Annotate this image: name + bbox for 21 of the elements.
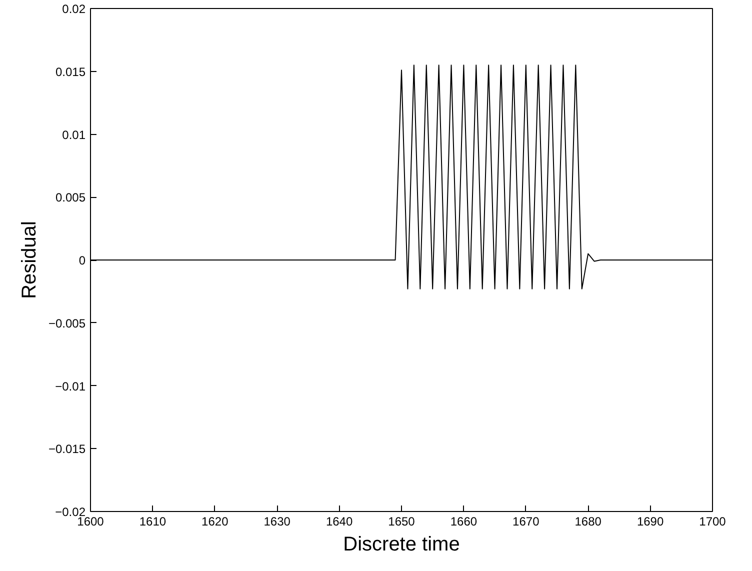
x-tick-label: 1660	[450, 514, 478, 528]
x-tick-label: 1650	[388, 514, 416, 528]
x-tick-label: 1620	[202, 514, 229, 528]
y-tick-label: 0.01	[62, 128, 86, 142]
x-tick-label: 1700	[699, 514, 726, 528]
y-tick-label: 0.005	[55, 190, 86, 205]
x-axis-title: Discrete time	[343, 534, 460, 556]
x-tick-label: 1670	[512, 514, 540, 528]
x-tick-label: 1630	[264, 514, 291, 528]
y-tick-label: 0.02	[62, 2, 86, 16]
y-tick-label: −0.005	[48, 316, 86, 330]
y-tick-label: −0.015	[48, 442, 86, 456]
x-tick-label: 1690	[636, 514, 664, 528]
y-tick-label: −0.01	[55, 379, 86, 394]
y-tick-label: 0.015	[55, 64, 86, 79]
y-axis-title: Residual	[18, 221, 40, 299]
x-tick-label: 1640	[326, 514, 353, 528]
x-tick-label: 1610	[139, 514, 166, 528]
x-tick-label: 1680	[574, 514, 602, 528]
y-tick-label: 0	[78, 254, 86, 268]
x-tick-label: 1600	[77, 514, 104, 528]
